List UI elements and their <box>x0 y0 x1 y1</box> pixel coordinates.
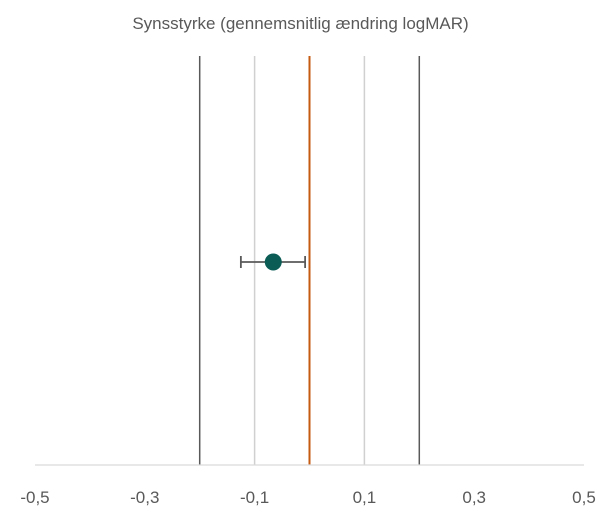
chart-title: Synsstyrke (gennemsnitlig ændring logMAR… <box>132 14 469 33</box>
x-tick-label: 0,3 <box>462 488 486 507</box>
data-point <box>264 253 282 271</box>
x-tick-label: 0,1 <box>353 488 377 507</box>
x-tick-label: 0,5 <box>572 488 596 507</box>
x-tick-label: -0,1 <box>240 488 269 507</box>
x-tick-label: -0,3 <box>130 488 159 507</box>
x-tick-label: -0,5 <box>20 488 49 507</box>
